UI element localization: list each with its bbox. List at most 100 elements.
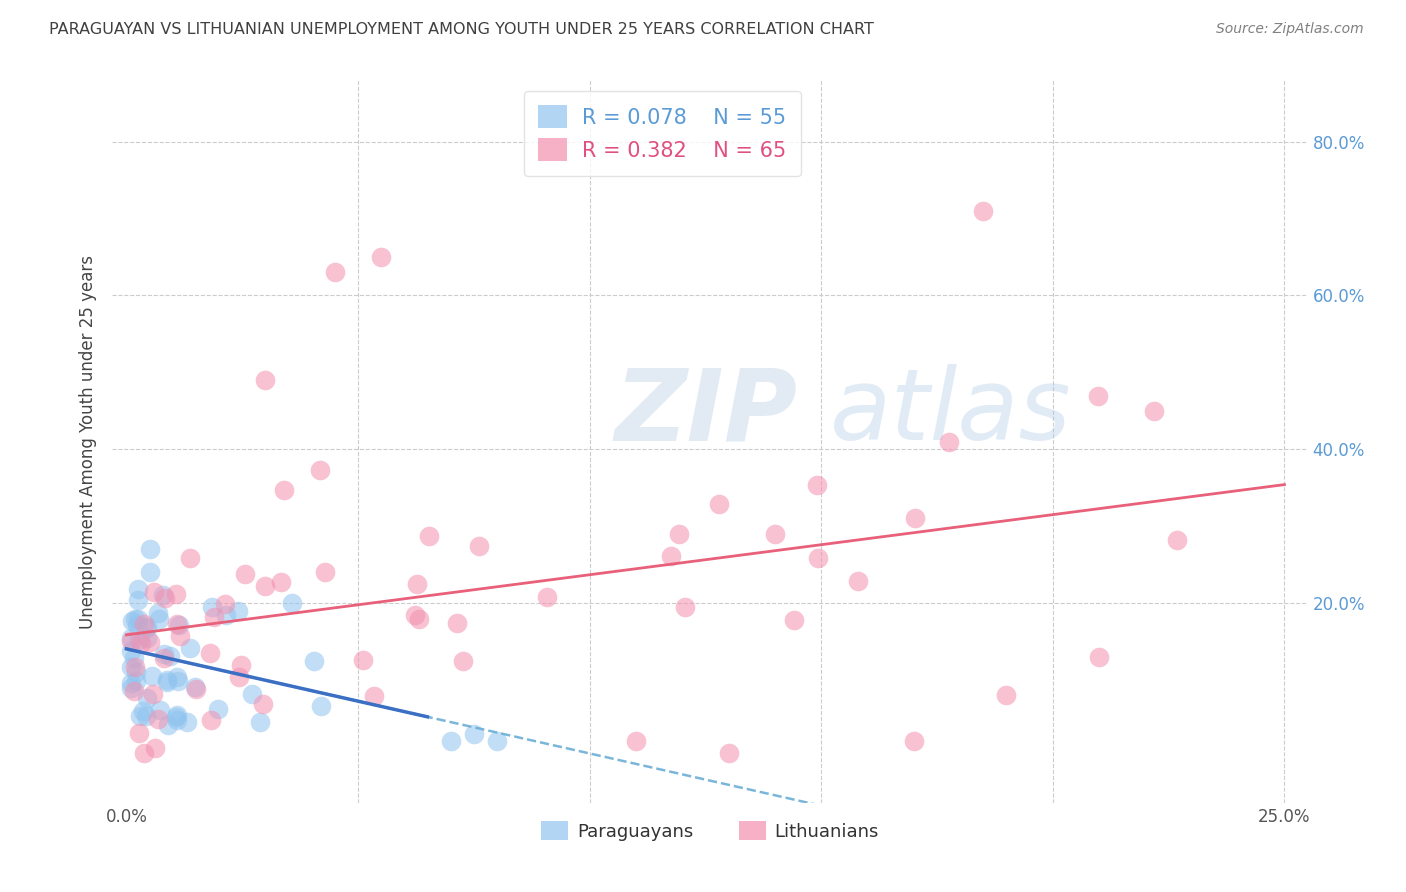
Point bbox=[233, 567, 256, 582]
Point bbox=[184, 681, 207, 696]
Point bbox=[127, 593, 149, 607]
Point bbox=[120, 660, 142, 674]
Point bbox=[165, 587, 187, 601]
Point bbox=[468, 539, 491, 553]
Point bbox=[783, 613, 806, 627]
Point bbox=[146, 606, 169, 620]
Point bbox=[132, 704, 155, 718]
Point bbox=[120, 633, 142, 648]
Point bbox=[166, 713, 188, 727]
Point bbox=[763, 527, 786, 541]
Point bbox=[134, 621, 156, 635]
Point bbox=[903, 734, 925, 748]
Point bbox=[156, 718, 179, 732]
Point bbox=[141, 669, 163, 683]
Point bbox=[138, 565, 160, 579]
Point bbox=[451, 654, 474, 668]
Point bbox=[135, 620, 157, 634]
Point bbox=[302, 654, 325, 668]
Point bbox=[229, 657, 252, 672]
Point bbox=[124, 683, 146, 698]
Point bbox=[124, 660, 146, 674]
Point bbox=[128, 726, 150, 740]
Point bbox=[129, 635, 152, 649]
Point bbox=[120, 631, 142, 645]
Point bbox=[323, 265, 346, 279]
Point bbox=[938, 435, 960, 450]
Point bbox=[120, 676, 142, 690]
Point bbox=[148, 612, 170, 626]
Point bbox=[134, 746, 156, 760]
Point bbox=[120, 681, 142, 696]
Point bbox=[166, 669, 188, 683]
Point bbox=[249, 715, 271, 730]
Point bbox=[485, 734, 508, 748]
Point bbox=[352, 653, 374, 667]
Point bbox=[215, 607, 238, 622]
Text: ZIP: ZIP bbox=[614, 364, 797, 461]
Point bbox=[135, 708, 157, 723]
Point bbox=[167, 618, 190, 632]
Point bbox=[125, 665, 148, 680]
Point bbox=[124, 612, 146, 626]
Point bbox=[149, 703, 172, 717]
Point bbox=[122, 650, 145, 665]
Point bbox=[972, 203, 994, 218]
Point bbox=[165, 710, 187, 724]
Point bbox=[807, 551, 830, 566]
Point bbox=[408, 612, 430, 626]
Point bbox=[273, 483, 295, 497]
Point bbox=[146, 712, 169, 726]
Point bbox=[1166, 533, 1188, 547]
Point bbox=[363, 689, 385, 703]
Text: PARAGUAYAN VS LITHUANIAN UNEMPLOYMENT AMONG YOUTH UNDER 25 YEARS CORRELATION CHA: PARAGUAYAN VS LITHUANIAN UNEMPLOYMENT AM… bbox=[49, 22, 875, 37]
Point bbox=[995, 688, 1018, 702]
Point bbox=[536, 590, 558, 604]
Point bbox=[226, 604, 249, 618]
Point bbox=[179, 550, 201, 565]
Point bbox=[120, 644, 142, 658]
Point bbox=[440, 734, 463, 748]
Legend: Paraguayans, Lithuanians: Paraguayans, Lithuanians bbox=[534, 814, 886, 848]
Point bbox=[314, 566, 336, 580]
Point bbox=[125, 673, 148, 688]
Point bbox=[121, 614, 143, 628]
Point bbox=[668, 527, 690, 541]
Point bbox=[253, 579, 276, 593]
Point bbox=[166, 708, 188, 723]
Point bbox=[904, 511, 927, 525]
Point bbox=[200, 646, 222, 660]
Point bbox=[153, 647, 176, 661]
Point bbox=[214, 598, 236, 612]
Point bbox=[138, 542, 160, 557]
Point bbox=[153, 650, 176, 665]
Point bbox=[405, 577, 427, 591]
Point bbox=[127, 612, 149, 626]
Point bbox=[179, 641, 201, 656]
Point bbox=[240, 687, 263, 701]
Point bbox=[707, 497, 730, 511]
Point bbox=[127, 582, 149, 597]
Y-axis label: Unemployment Among Youth under 25 years: Unemployment Among Youth under 25 years bbox=[79, 254, 97, 629]
Point bbox=[152, 588, 174, 602]
Point bbox=[624, 734, 647, 748]
Point bbox=[673, 599, 696, 614]
Point bbox=[846, 574, 869, 589]
Point bbox=[142, 687, 165, 701]
Point bbox=[1142, 404, 1164, 418]
Point bbox=[176, 714, 198, 729]
Text: Source: ZipAtlas.com: Source: ZipAtlas.com bbox=[1216, 22, 1364, 37]
Text: atlas: atlas bbox=[830, 364, 1071, 461]
Point bbox=[132, 616, 155, 631]
Point bbox=[128, 632, 150, 647]
Point bbox=[446, 616, 468, 631]
Point bbox=[159, 648, 181, 663]
Point bbox=[252, 697, 274, 711]
Point bbox=[143, 741, 166, 756]
Point bbox=[254, 373, 277, 387]
Point bbox=[404, 607, 426, 622]
Point bbox=[155, 673, 177, 688]
Point bbox=[136, 631, 159, 645]
Point bbox=[184, 680, 207, 694]
Point bbox=[142, 585, 165, 599]
